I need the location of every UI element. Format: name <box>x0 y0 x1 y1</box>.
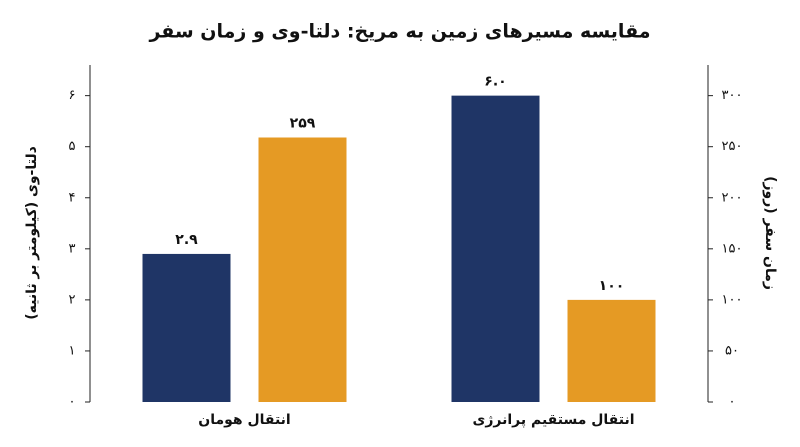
y2-tick-label: ۵۰ <box>725 343 739 358</box>
value-label: ۲۵۹ <box>290 116 316 132</box>
y-tick-label: ۱ <box>69 343 76 358</box>
bar <box>451 95 540 403</box>
value-label: ۱۰۰ <box>599 278 625 294</box>
bar <box>142 253 231 402</box>
x-tick-label: انتقال مستقیم پرانرژی <box>472 412 634 428</box>
chart-title: مقایسه مسیرهای زمین به مریخ: دلتا-وی و ز… <box>148 21 650 43</box>
x-tick-label: انتقال هومان <box>198 412 290 428</box>
y2-axis-label: زمان سفر (روز) <box>762 176 778 290</box>
y-tick-label: ۳ <box>69 241 76 256</box>
y-tick-label: ۴ <box>69 190 76 205</box>
value-label: ۲.۹ <box>175 232 198 248</box>
y2-tick-label: ۰ <box>729 395 736 410</box>
y-tick-label: ۲ <box>69 292 76 307</box>
y-tick-label: ۵ <box>69 139 76 154</box>
y2-tick-label: ۱۰۰ <box>722 292 743 307</box>
y2-tick-label: ۲۰۰ <box>722 190 743 205</box>
y2-tick-label: ۱۵۰ <box>722 241 743 256</box>
y-tick-label: ۰ <box>69 395 76 410</box>
y2-tick-label: ۲۵۰ <box>722 139 743 154</box>
y-axis-label: دلتا-وی (کیلومتر بر ثانیه) <box>24 146 40 320</box>
bar <box>258 137 347 403</box>
value-label: ۶.۰ <box>484 74 506 90</box>
bar <box>567 299 656 402</box>
y2-tick-label: ۳۰۰ <box>722 88 743 103</box>
y-tick-label: ۶ <box>69 88 76 103</box>
